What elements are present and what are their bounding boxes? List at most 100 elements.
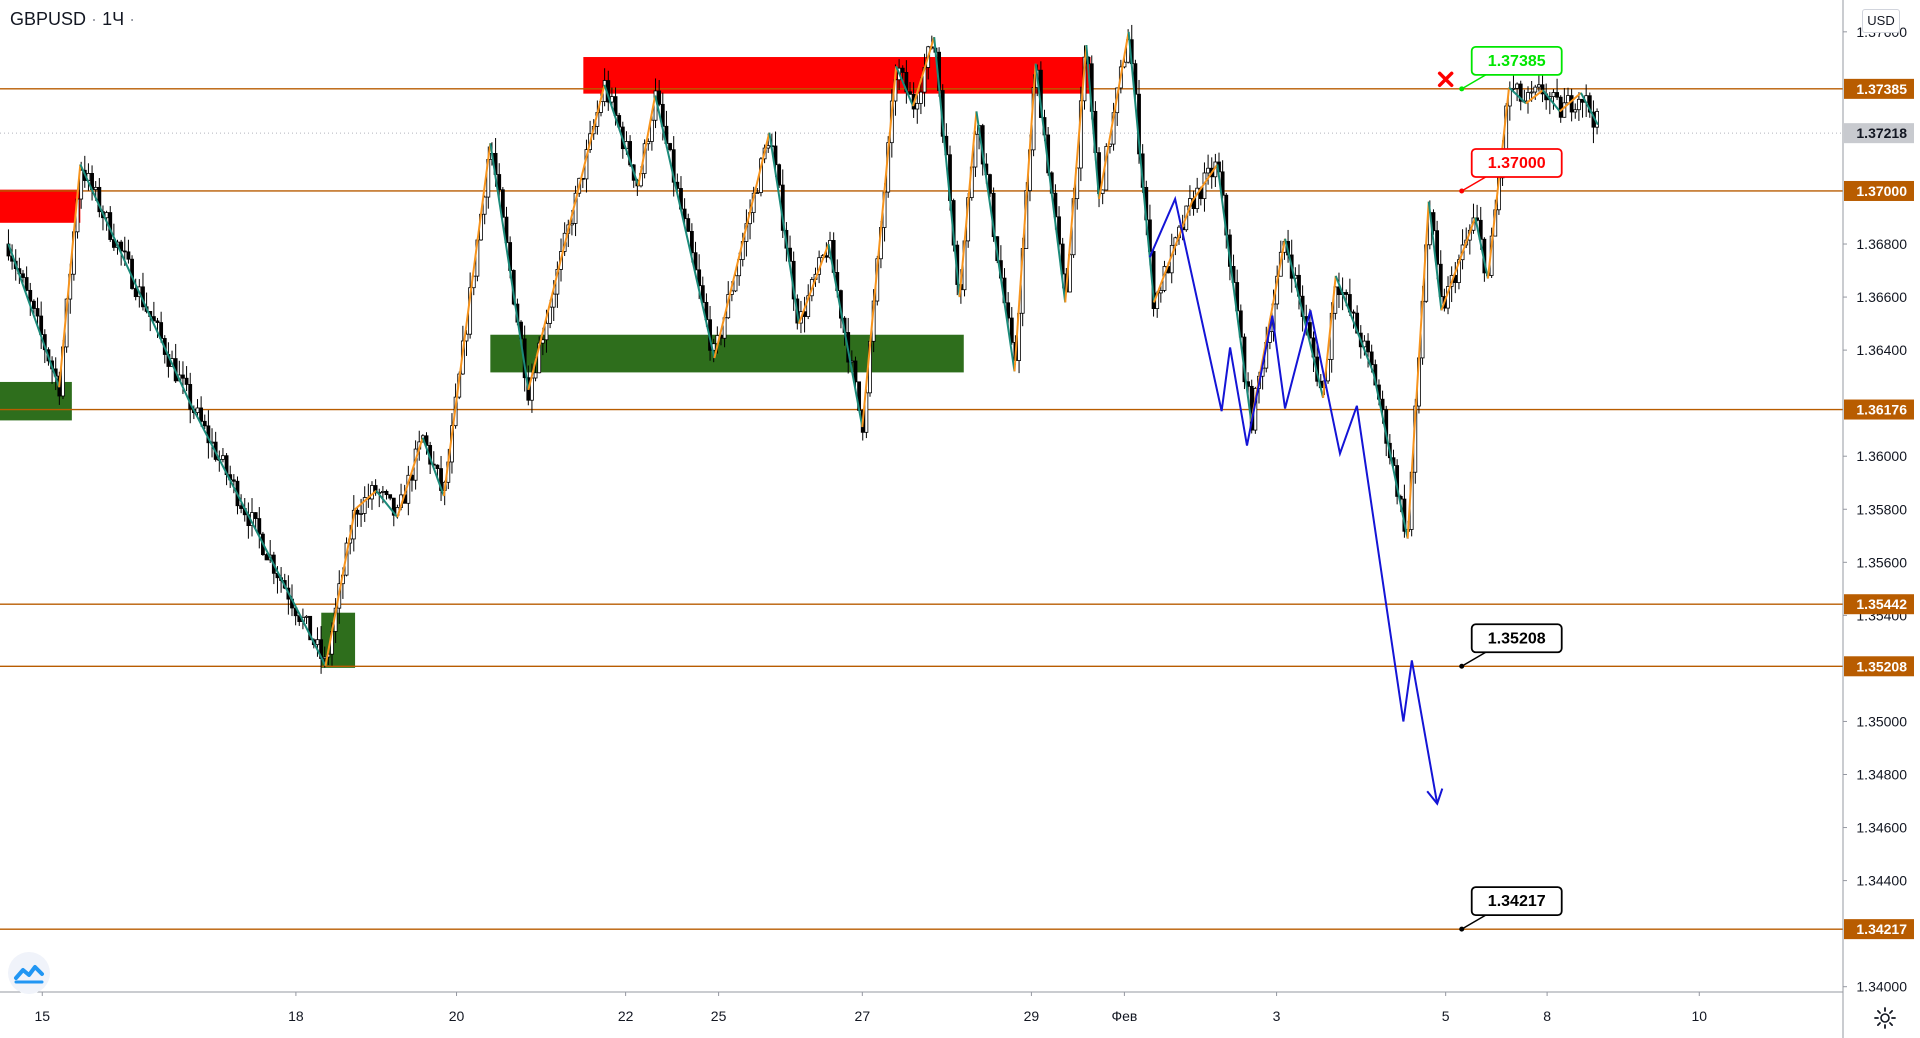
- candle-body-24: [93, 186, 98, 190]
- candle-body-414: [1511, 87, 1516, 90]
- zigzag-segment-5: [324, 509, 357, 666]
- candle-body-250: [915, 103, 920, 110]
- callout-anchor-1: [1459, 188, 1465, 194]
- zigzag-segment-7: [375, 490, 399, 518]
- projection-layer: [1148, 195, 1444, 806]
- x-tick-label-4: 25: [711, 1008, 727, 1024]
- candle-body-435: [1587, 95, 1592, 113]
- candle-body-166: [610, 96, 614, 103]
- title-separator-2: ·: [129, 9, 136, 29]
- candle-body-148: [544, 322, 549, 341]
- level-tag-0: [1844, 78, 1914, 99]
- zigzag-segment-23: [933, 37, 961, 298]
- zigzag-segment-25: [975, 111, 1016, 372]
- candle-body-64: [239, 505, 244, 509]
- candle-body-87: [322, 656, 327, 659]
- zigzag-segment-49: [1580, 92, 1599, 126]
- candle-body-374: [1366, 340, 1370, 353]
- zigzag-segment-9: [421, 437, 445, 497]
- candle-body-83: [308, 615, 313, 641]
- candle-body-106: [391, 497, 396, 516]
- settings-gear-icon[interactable]: [1873, 1006, 1897, 1030]
- projection-path: [1148, 195, 1439, 804]
- demand-zone-4: [490, 334, 964, 373]
- zigzag-segment-11: [489, 143, 530, 391]
- candle-body-62: [231, 479, 236, 482]
- candle-body-418: [1526, 92, 1530, 102]
- zigzag-segment-34: [1216, 164, 1253, 422]
- zigzag-segment-10: [442, 143, 492, 497]
- candle-body-54: [202, 420, 207, 427]
- candle-body-419: [1529, 91, 1534, 94]
- level-tag-2: [1844, 399, 1914, 420]
- candle-body-49: [184, 377, 189, 385]
- currency-button[interactable]: USD: [1862, 9, 1900, 33]
- x-tick-label-8: 3: [1273, 1008, 1281, 1024]
- candle-body-428: [1562, 102, 1567, 118]
- candle-body-430: [1569, 95, 1574, 113]
- candle-body-101: [373, 485, 378, 494]
- candle-body-233: [853, 360, 858, 383]
- candle-body-25: [97, 186, 102, 213]
- zigzag-segment-22: [912, 36, 936, 107]
- zigzag-layer: [7, 31, 1599, 667]
- x-tick-label-6: 29: [1024, 1008, 1040, 1024]
- candle-body-4: [21, 273, 25, 278]
- zigzag-segment-48: [1559, 92, 1582, 113]
- x-tick-label-7: Фев: [1111, 1008, 1137, 1024]
- candle-body-103: [380, 490, 385, 493]
- cancel-cross-icon: [1437, 71, 1454, 88]
- interval-label: 1Ч: [102, 9, 125, 29]
- candle-body-150: [551, 293, 556, 308]
- candle-body-368: [1344, 292, 1349, 295]
- candle-body-68: [253, 512, 258, 519]
- y-tick-label-1: 1.36800: [1856, 236, 1907, 252]
- callout-pointer-3: [1461, 914, 1487, 930]
- callout-label-0: 1.37385: [1488, 53, 1546, 70]
- candle-body-212: [777, 164, 782, 186]
- candle-body-69: [257, 518, 262, 535]
- candle-body-200: [733, 275, 738, 292]
- zigzag-segment-14: [637, 95, 657, 186]
- y-tick-label-11: 1.34400: [1856, 873, 1907, 889]
- symbol-title[interactable]: GBPUSD · 1Ч ·: [10, 9, 135, 30]
- zigzag-segment-3: [189, 402, 302, 616]
- candle-body-211: [773, 145, 778, 166]
- current-price-label: 1.37218: [1856, 125, 1907, 141]
- candle-body-270: [988, 174, 992, 194]
- tradingview-logo-icon[interactable]: [8, 952, 50, 994]
- title-separator: ·: [91, 9, 98, 29]
- zigzag-segment-12: [527, 84, 606, 391]
- level-tag-1: [1844, 180, 1914, 201]
- zigzag-segment-1: [58, 164, 82, 388]
- supply-zone-0: [583, 57, 1091, 94]
- level-tag-4: [1844, 656, 1914, 677]
- candle-body-375: [1369, 351, 1374, 366]
- candle-body-378: [1380, 398, 1385, 411]
- candle-body-225: [824, 255, 829, 258]
- candle-body-50: [188, 384, 193, 410]
- level-tag-label-0: 1.37385: [1856, 81, 1907, 97]
- candle-body-429: [1566, 95, 1570, 104]
- candle-body-187: [686, 218, 691, 232]
- y-tick-label-6: 1.35600: [1856, 554, 1907, 570]
- candle-body-177: [649, 119, 654, 142]
- x-tick-label-5: 27: [855, 1008, 871, 1024]
- callout-anchor-3: [1459, 926, 1465, 932]
- level-tag-label-4: 1.35208: [1856, 658, 1907, 674]
- candle-body-426: [1555, 92, 1559, 98]
- zigzag-segment-0: [7, 243, 61, 388]
- zigzag-segment-47: [1542, 89, 1561, 113]
- callouts-layer: 1.37385 1.37000 1.35208 1.34217: [1437, 45, 1563, 932]
- zigzag-segment-30: [1098, 31, 1130, 200]
- candle-body-370: [1351, 311, 1356, 314]
- candle-body-393: [1435, 230, 1440, 265]
- zigzag-segment-29: [1085, 45, 1101, 200]
- candle-body-182: [668, 143, 672, 151]
- candle-body-289: [1057, 216, 1061, 245]
- zigzag-segment-13: [603, 84, 640, 186]
- candle-body-52: [195, 407, 200, 414]
- price-scale-bg: [1843, 0, 1920, 1038]
- candle-body-206: [755, 192, 760, 194]
